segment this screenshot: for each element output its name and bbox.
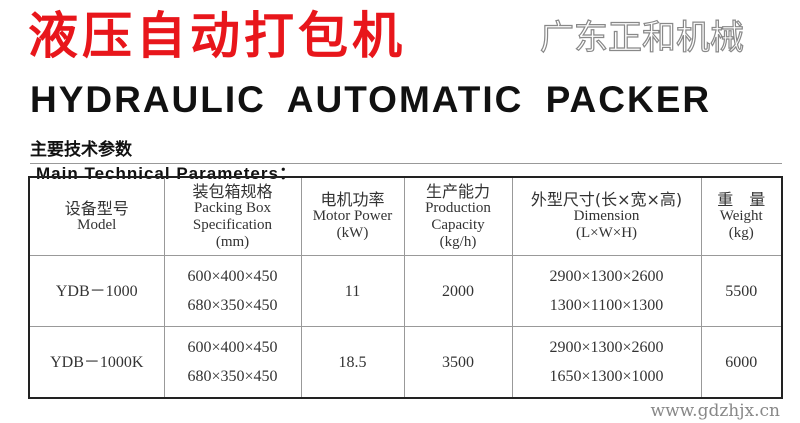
watermark-company: 广东正和机械: [539, 17, 744, 58]
cell-capacity: 3500: [403, 326, 513, 399]
watermark-url: www.gdzhjx.cn: [650, 401, 780, 421]
divider: [30, 163, 782, 164]
header-capacity: 生产能力 Production Capacity (kg/h): [403, 176, 513, 256]
cell-power: 11: [300, 255, 405, 327]
table-row: YDB－1000K 600×400×450 680×350×450 18.5 35…: [28, 326, 783, 399]
cell-box-spec: 600×400×450 680×350×450: [163, 326, 302, 399]
cell-model: YDB－1000K: [28, 326, 165, 399]
parameters-table: 设备型号 Model 装包箱规格 Packing Box Specification(…: [28, 176, 783, 399]
cell-dimension: 2900×1300×2600 1300×1100×1300: [511, 255, 702, 327]
header-box-spec: 装包箱规格 Packing Box Specification (mm): [163, 176, 302, 256]
cell-box-spec: 600×400×450 680×350×450: [163, 255, 302, 327]
header-model: 设备型号 Model: [28, 176, 165, 256]
table-row: YDB－1000 600×400×450 680×350×450 11 2000 …: [28, 255, 783, 327]
header-dimension: 外型尺寸(长×宽×高) Dimension (L×W×H): [511, 176, 702, 256]
title-chinese: 液压自动打包机: [28, 7, 406, 65]
cell-model: YDB－1000: [28, 255, 165, 327]
header-motor-power: 电机功率 Motor Power (kW): [300, 176, 405, 256]
header-weight: 重 量 Weight (kg): [700, 176, 783, 256]
cell-weight: 6000: [700, 326, 783, 399]
title-english: HYDRAULIC AUTOMATIC PACKER: [30, 79, 712, 120]
cell-weight: 5500: [700, 255, 783, 327]
cell-dimension: 2900×1300×2600 1650×1300×1000: [511, 326, 702, 399]
table-header-row: 设备型号 Model 装包箱规格 Packing Box Specification(…: [28, 176, 783, 256]
cell-power: 18.5: [300, 326, 405, 399]
cell-capacity: 2000: [403, 255, 513, 327]
section-heading-cn: 主要技术参数: [30, 140, 132, 160]
